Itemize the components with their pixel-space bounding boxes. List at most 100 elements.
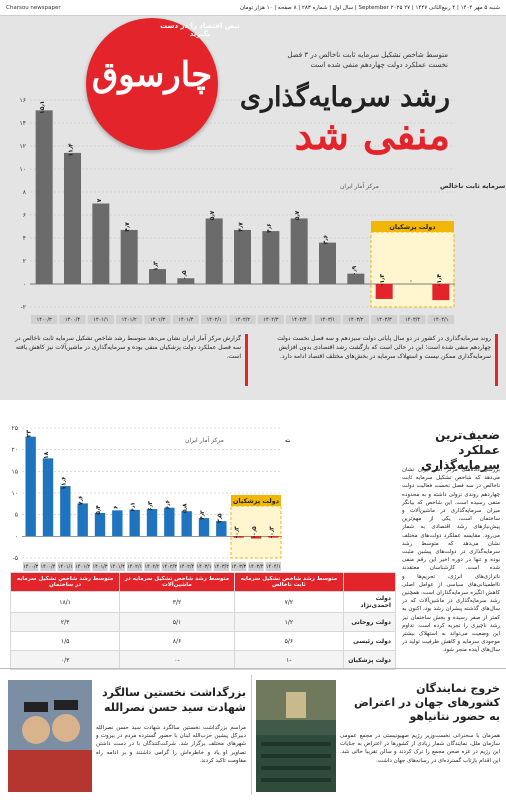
value-label: ۴٫۶ (266, 223, 273, 233)
article-title: خروج نمایندگان (416, 682, 500, 695)
headline: منفی شد (294, 112, 450, 159)
y-tick-label: -۲ (21, 304, 26, 311)
bar (112, 510, 123, 537)
bar (262, 231, 280, 284)
x-tick-label: ۱۴۰۲/۲ (235, 317, 250, 323)
value-label: ۴٫۷ (124, 222, 131, 232)
logo: چارسوق (91, 55, 213, 95)
category-cell (144, 315, 171, 324)
x-tick-label: ۱۴۰۱/۲ (122, 317, 137, 323)
category-cell (265, 562, 281, 571)
paragraph: روند سرمایه‌گذاری در کشور در دو سال پایا… (262, 334, 498, 386)
table-cell: دولت پزشکیان (343, 650, 396, 670)
value-label: -۰٫۵ (251, 526, 258, 538)
x-tick-label: ۱۴۰۴/۱ (433, 317, 448, 323)
bar (347, 273, 365, 284)
table-cell: دولت احمدی‌نژاد (343, 591, 396, 613)
category-cell (314, 315, 341, 324)
bar (35, 110, 53, 284)
x-tick-label: ۱۴۰۴/۱ (266, 564, 281, 570)
bar (250, 536, 262, 539)
value-label: ۷ (96, 198, 103, 202)
y-tick-label: ۲۰ (12, 447, 18, 454)
y-tick-label: -۵ (13, 555, 18, 562)
photo (256, 680, 336, 792)
y-tick-label: ۵ (15, 512, 18, 519)
article-body: همزمان با سخنرانی نخست‌وزیر رژیم صهیونیس… (340, 733, 500, 764)
value-label: ۶٫۱ (130, 502, 137, 512)
y-tick-label: ۱۶ (20, 97, 26, 104)
annotation: دولت پزشکیان (389, 223, 436, 231)
table-row: دولت رئیسی ۵/۶ ۸/۶ ۱/۵ (9, 631, 396, 651)
bar (432, 284, 450, 301)
bar (42, 458, 54, 537)
x-tick-label: ۱۴۰۲/۴ (292, 317, 307, 323)
x-tick-label: ۱۴۰۲/۲ (144, 564, 159, 570)
value-label: ۰٫۹ (351, 266, 358, 276)
y-tick-label: ۶ (23, 212, 26, 219)
bar (216, 521, 227, 537)
value-label: ۷٫۶ (78, 495, 85, 505)
value-label: ۱۱٫۴ (68, 143, 75, 157)
x-tick-label: ۱۴۰۳/۴ (405, 317, 420, 323)
table-cell: ۵/۶ (233, 631, 345, 651)
chart-source: مرکز آمار ایران (340, 181, 379, 190)
paragraph: گزارش مرکز آمار ایران نشان می‌دهد متوسط … (12, 334, 248, 386)
category-cell (399, 315, 426, 324)
y-tick-label: ۰ (23, 281, 26, 288)
bar (234, 229, 251, 284)
table-cell: ۷/۲ (233, 591, 345, 613)
x-tick-label: ۱۴۰۳/۲ (214, 564, 229, 570)
bar (233, 536, 244, 538)
table-cell: -۰ (119, 650, 235, 670)
chart-title: رشد تشکیل سرمایه در ماشین‌آلات (285, 435, 290, 444)
article-title: ضعیف‌ترین عملکرد سرمایه‌گذاری (421, 428, 500, 472)
category-cell (87, 315, 114, 324)
highlight-tab (371, 221, 454, 232)
y-tick-label: ۰ (15, 533, 18, 540)
value-label: ۱۵٫۱ (39, 101, 46, 114)
bar (205, 218, 223, 284)
x-tick-label: ۱۴۰۲/۳ (263, 317, 278, 323)
bar (129, 509, 140, 537)
x-tick-label: ۱۴۰۰/۳ (37, 317, 52, 323)
value-label: ۳٫۵ (216, 513, 223, 523)
bar (268, 536, 279, 538)
table-cell: ۵/۱ (119, 612, 235, 632)
category-cell (342, 315, 369, 324)
value-label: ۴٫۷ (238, 222, 245, 232)
category-cell (427, 315, 454, 324)
x-tick-label: ۱۴۰۱/۴ (178, 317, 193, 323)
category-cell (231, 562, 247, 571)
category-cell (127, 562, 143, 571)
value-label: -۰٫۳ (268, 526, 275, 538)
value-label: ۴٫۲ (199, 510, 206, 520)
bar (120, 229, 138, 284)
category-cell (57, 562, 73, 571)
category-cell (201, 315, 228, 324)
x-tick-label: ۱۴۰۱/۳ (92, 564, 107, 570)
x-tick-label: ۱۴۰۰/۳ (23, 564, 38, 570)
x-tick-label: ۱۴۰۳/۲ (348, 317, 363, 323)
chart-growth: -۲ ۰ ۲ ۴ ۶ ۸ ۱۰ ۱۲ ۱۴ ۱۶ دولت پزشکیان ۱۵٫۱ ۱۴۰۰/۳ ۱۱٫… (20, 97, 506, 324)
value-label: ۵٫۸ (182, 503, 189, 513)
site-name: Charsou newspaper (6, 5, 61, 11)
table-header: متوسط رشد شاخص تشکیل سرمایه در ساختمان (9, 572, 121, 592)
chart-source: مرکز آمار ایران (185, 435, 224, 444)
bar (198, 518, 210, 537)
table-cell: ۲/۳ (9, 612, 121, 632)
value-label: ۳٫۶ (323, 234, 330, 244)
value-label: ۱۸ (43, 451, 50, 459)
y-tick-label: ۱۰ (20, 166, 26, 173)
category-cell (229, 315, 256, 324)
category-cell (31, 315, 58, 324)
table-header (343, 572, 396, 592)
bar (64, 152, 81, 284)
value-label: ۶٫۶ (164, 500, 171, 510)
x-tick-label: ۱۴۰۳/۴ (248, 564, 263, 570)
value-label: ۰ (408, 279, 415, 283)
article-title: به حضور نتانیاهو (409, 710, 500, 723)
subtitle: متوسط شاخص تشکیل سرمایه ثابت ناخالص در ۳… (287, 51, 448, 69)
category-cell (172, 315, 199, 324)
